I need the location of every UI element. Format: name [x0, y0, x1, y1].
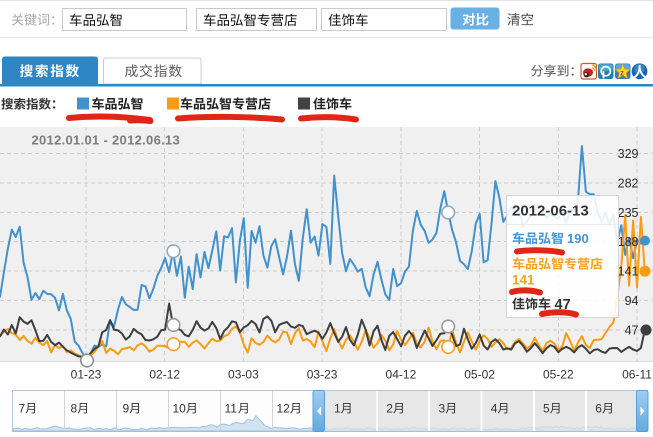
- svg-text:141: 141: [618, 264, 639, 278]
- svg-text:94: 94: [625, 294, 639, 308]
- svg-text:12: 12: [277, 402, 291, 416]
- svg-text:z: z: [620, 69, 624, 78]
- svg-text:06-11: 06-11: [622, 368, 652, 382]
- svg-text:1: 1: [334, 402, 341, 416]
- svg-text:02-12: 02-12: [149, 368, 180, 382]
- svg-text:01-23: 01-23: [71, 368, 102, 382]
- svg-text:2: 2: [386, 402, 393, 416]
- svg-text:04-12: 04-12: [386, 368, 417, 382]
- svg-text:6: 6: [595, 402, 602, 416]
- svg-text:8: 8: [71, 402, 78, 416]
- svg-text:190: 190: [567, 231, 589, 246]
- svg-text:7: 7: [19, 402, 26, 416]
- svg-text:05-22: 05-22: [543, 368, 574, 382]
- svg-text:03-23: 03-23: [307, 368, 338, 382]
- svg-text:235: 235: [618, 206, 639, 220]
- svg-text:10: 10: [173, 402, 187, 416]
- svg-text:3: 3: [439, 402, 446, 416]
- svg-text:05-02: 05-02: [464, 368, 495, 382]
- svg-text:4: 4: [491, 402, 498, 416]
- svg-text:11: 11: [225, 402, 238, 416]
- svg-text:188: 188: [618, 235, 639, 249]
- svg-text:47: 47: [625, 323, 639, 337]
- svg-text:329: 329: [618, 147, 639, 161]
- svg-text:282: 282: [618, 176, 639, 190]
- svg-text:2012.01.01 - 2012.06.13: 2012.01.01 - 2012.06.13: [32, 133, 181, 148]
- svg-text:5: 5: [543, 402, 550, 416]
- svg-text:9: 9: [123, 402, 130, 416]
- svg-text:2012-06-13: 2012-06-13: [512, 203, 589, 220]
- svg-text:03-03: 03-03: [228, 368, 259, 382]
- svg-text:141: 141: [512, 273, 535, 288]
- svg-text:47: 47: [555, 297, 571, 313]
